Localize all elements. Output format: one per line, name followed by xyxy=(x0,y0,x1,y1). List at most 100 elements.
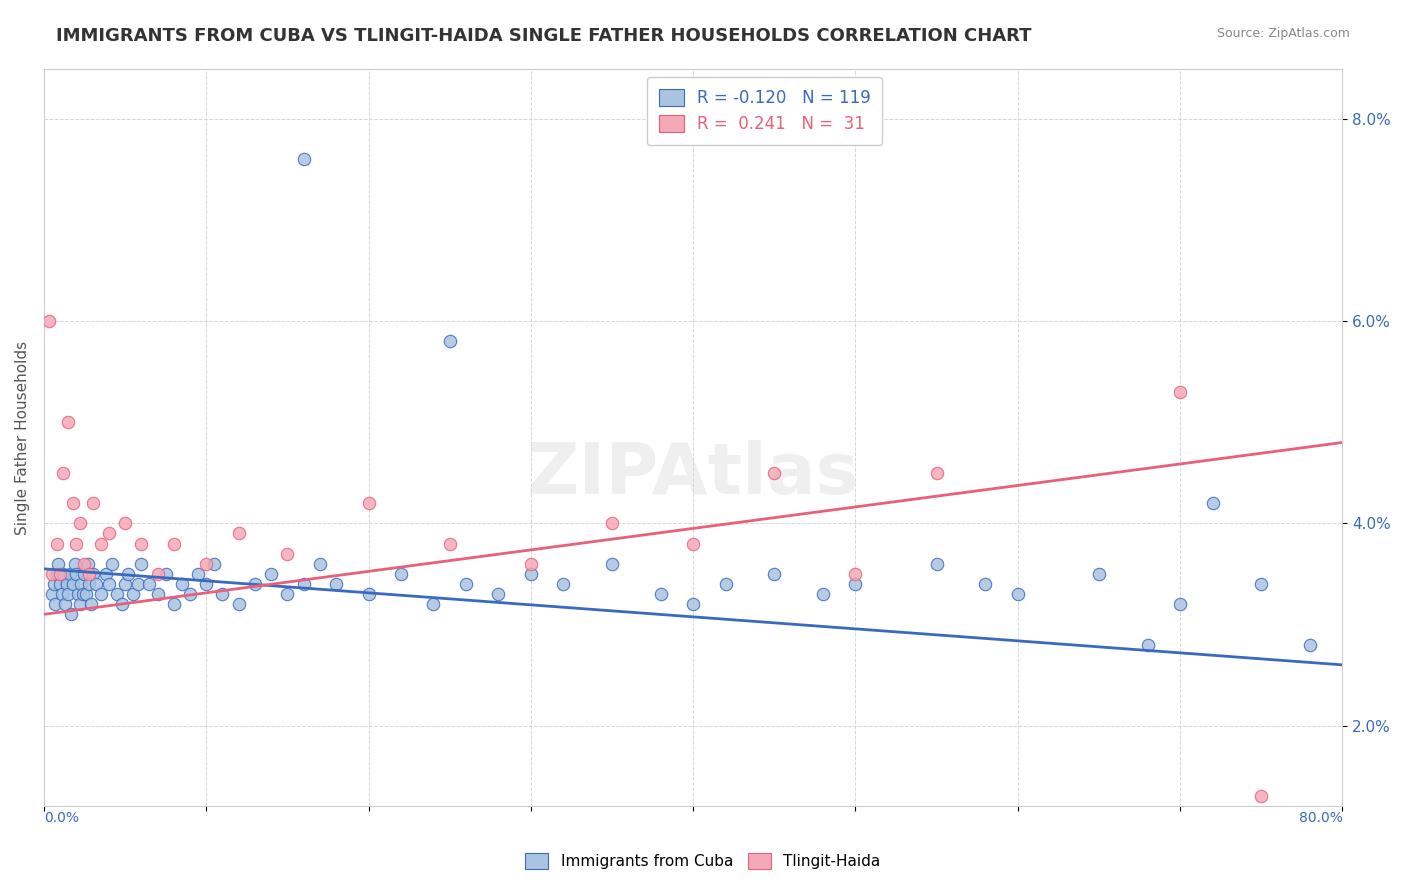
Point xyxy=(486,587,509,601)
Point xyxy=(117,566,139,581)
Point xyxy=(48,557,70,571)
Point xyxy=(70,577,93,591)
Point xyxy=(73,557,96,571)
Text: Source: ZipAtlas.com: Source: ZipAtlas.com xyxy=(1216,27,1350,40)
Point xyxy=(90,536,112,550)
Point xyxy=(439,536,461,550)
Point xyxy=(58,415,80,429)
Point xyxy=(94,566,117,581)
Point xyxy=(63,557,86,571)
Point xyxy=(1136,638,1159,652)
Point xyxy=(127,577,149,591)
Point xyxy=(105,587,128,601)
Point xyxy=(129,536,152,550)
Point xyxy=(439,334,461,349)
Point xyxy=(195,557,218,571)
Point xyxy=(59,566,82,581)
Point xyxy=(520,557,543,571)
Point xyxy=(600,557,623,571)
Point xyxy=(111,597,134,611)
Point xyxy=(600,516,623,531)
Point xyxy=(72,587,94,601)
Point xyxy=(170,577,193,591)
Point xyxy=(52,466,75,480)
Point xyxy=(75,587,97,601)
Point xyxy=(1088,566,1111,581)
Point xyxy=(44,597,66,611)
Point xyxy=(79,577,101,591)
Y-axis label: Single Father Households: Single Father Households xyxy=(15,341,30,534)
Point xyxy=(69,516,91,531)
Point xyxy=(38,314,60,328)
Point xyxy=(138,577,160,591)
Point xyxy=(650,587,672,601)
Point xyxy=(211,587,233,601)
Point xyxy=(179,587,201,601)
Point xyxy=(1201,496,1223,510)
Point xyxy=(82,566,104,581)
Point xyxy=(60,607,83,622)
Point xyxy=(276,547,298,561)
Point xyxy=(97,526,120,541)
Point xyxy=(1007,587,1029,601)
Point xyxy=(325,577,347,591)
Text: IMMIGRANTS FROM CUBA VS TLINGIT-HAIDA SINGLE FATHER HOUSEHOLDS CORRELATION CHART: IMMIGRANTS FROM CUBA VS TLINGIT-HAIDA SI… xyxy=(56,27,1032,45)
Point xyxy=(811,587,834,601)
Point xyxy=(129,557,152,571)
Point xyxy=(41,587,63,601)
Point xyxy=(65,566,87,581)
Point xyxy=(84,577,107,591)
Point xyxy=(228,526,250,541)
Point xyxy=(1250,577,1272,591)
Point xyxy=(155,566,177,581)
Point xyxy=(146,587,169,601)
Point xyxy=(62,577,84,591)
Point xyxy=(763,566,786,581)
Text: 80.0%: 80.0% xyxy=(1299,811,1343,824)
Point xyxy=(714,577,737,591)
Point xyxy=(195,577,218,591)
Point xyxy=(260,566,283,581)
Point xyxy=(682,597,704,611)
Point xyxy=(520,566,543,581)
Point xyxy=(69,597,91,611)
Point xyxy=(42,577,65,591)
Point xyxy=(243,577,266,591)
Point xyxy=(41,566,63,581)
Point xyxy=(146,566,169,581)
Point xyxy=(1299,638,1322,652)
Point xyxy=(114,577,136,591)
Point xyxy=(114,516,136,531)
Text: 0.0%: 0.0% xyxy=(44,811,79,824)
Point xyxy=(82,496,104,510)
Point xyxy=(49,566,72,581)
Point xyxy=(90,587,112,601)
Point xyxy=(925,466,948,480)
Point xyxy=(1168,597,1191,611)
Point xyxy=(357,587,380,601)
Point xyxy=(228,597,250,611)
Legend: Immigrants from Cuba, Tlingit-Haida: Immigrants from Cuba, Tlingit-Haida xyxy=(519,847,887,875)
Point xyxy=(844,566,866,581)
Point xyxy=(45,536,67,550)
Point xyxy=(80,597,103,611)
Point xyxy=(308,557,330,571)
Point xyxy=(122,587,145,601)
Point xyxy=(925,557,948,571)
Point xyxy=(51,587,73,601)
Point xyxy=(163,536,186,550)
Point xyxy=(45,566,67,581)
Point xyxy=(79,566,101,581)
Point xyxy=(389,566,412,581)
Point xyxy=(276,587,298,601)
Point xyxy=(62,496,84,510)
Point xyxy=(763,466,786,480)
Point xyxy=(58,587,80,601)
Point xyxy=(422,597,444,611)
Point xyxy=(357,496,380,510)
Point xyxy=(66,587,89,601)
Point xyxy=(97,577,120,591)
Point xyxy=(73,566,96,581)
Point xyxy=(292,153,315,167)
Text: ZIPAtlas: ZIPAtlas xyxy=(527,440,859,508)
